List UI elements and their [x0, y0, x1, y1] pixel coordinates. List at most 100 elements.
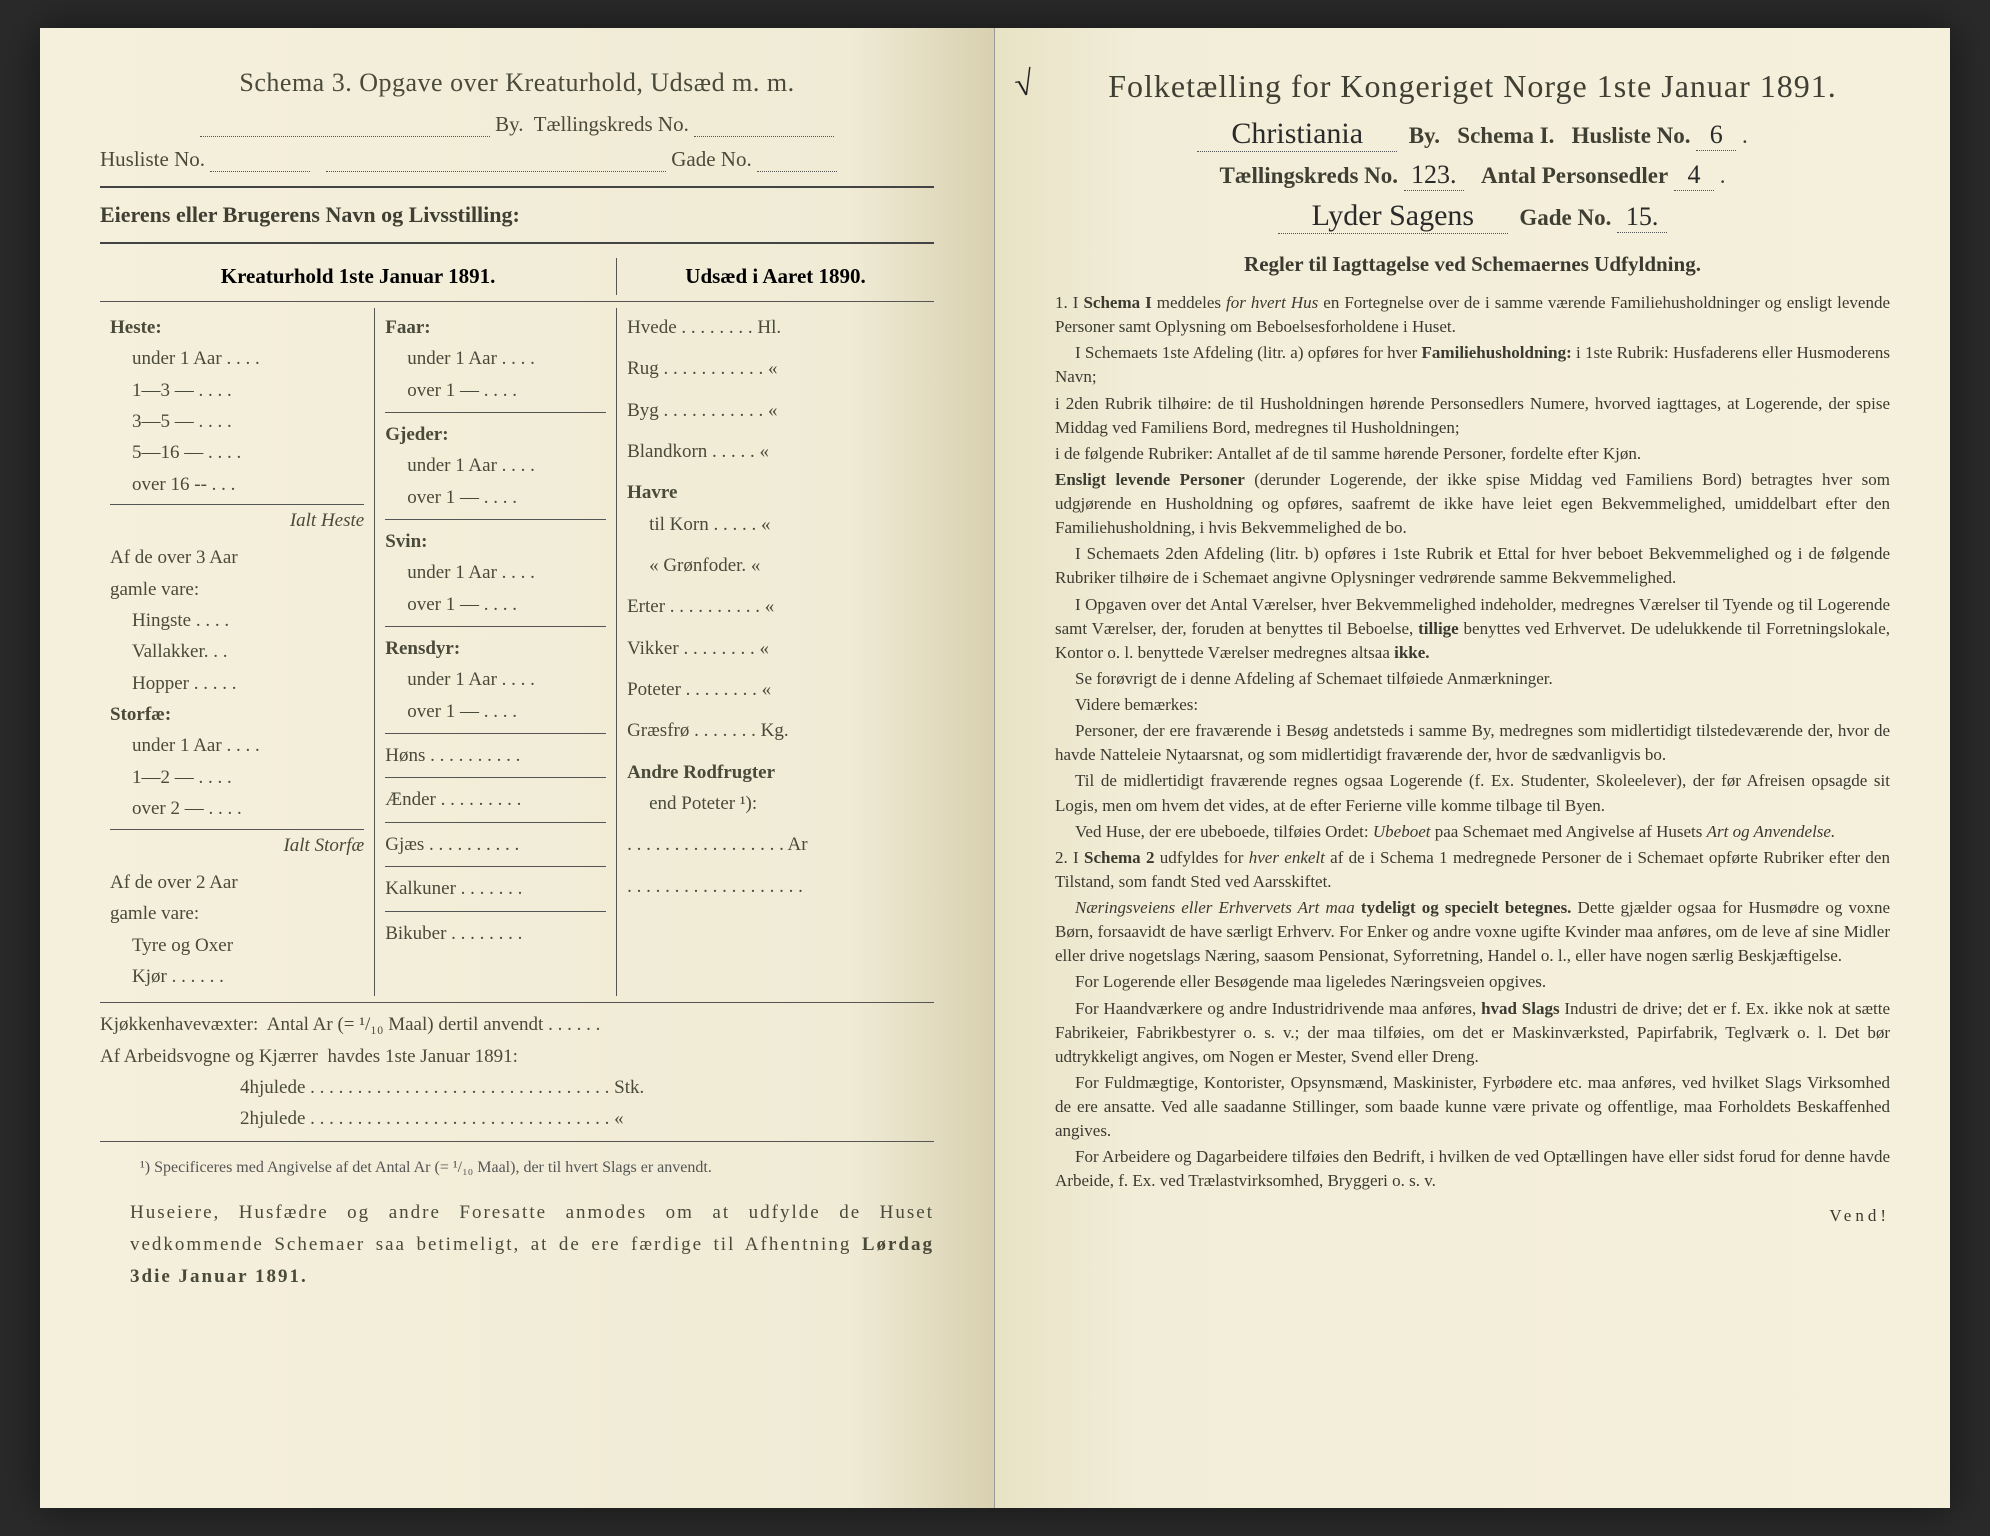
havre: Havre [627, 477, 924, 508]
census-title: Folketælling for Kongeriget Norge 1ste J… [1055, 68, 1890, 105]
city-handwritten: Christiania [1197, 117, 1397, 152]
erter: Erter . . . . . . . . . . « [627, 591, 924, 622]
af3-label: Af de over 3 Aar [110, 542, 364, 573]
checkmark-icon: √ [1012, 65, 1037, 106]
tk-label-r: Tællingskreds No. [1220, 163, 1399, 188]
arbeids-row: Af Arbeidsvogne og Kjærrer havdes 1ste J… [100, 1041, 934, 1072]
vallakker: Vallakker. . . [110, 636, 364, 667]
heste-item: 1—3 — . . . . [110, 375, 364, 406]
kjokken-row: Kjøkkenhavevæxter: Antal Ar (= ¹/₁₀ Maal… [100, 1009, 934, 1040]
storfe-item: under 1 Aar . . . . [110, 730, 364, 761]
schema3-title: Schema 3. Opgave over Kreaturhold, Udsæd… [100, 68, 934, 98]
col-seed: Hvede . . . . . . . . Hl. Rug . . . . . … [617, 308, 934, 996]
heste-head: Heste: [110, 312, 364, 343]
heste-item: under 1 Aar . . . . [110, 343, 364, 374]
byg: Byg . . . . . . . . . . . « [627, 395, 924, 426]
rule-p: For Arbeidere og Dagarbeidere tilføies d… [1055, 1145, 1890, 1193]
kreatur-head: Kreaturhold 1ste Januar 1891. [100, 258, 617, 295]
rug: Rug . . . . . . . . . . . « [627, 353, 924, 384]
rensdyr-u1: under 1 Aar . . . . [385, 664, 606, 695]
gjeder-head: Gjeder: [385, 419, 606, 450]
gade-label-r: Gade No. [1519, 205, 1611, 230]
gade-line: Lyder Sagens Gade No. 15. [1055, 199, 1890, 234]
husliste-val: 6 [1696, 120, 1736, 151]
left-page: Schema 3. Opgave over Kreaturhold, Udsæd… [40, 28, 995, 1508]
divider [100, 1141, 934, 1142]
faar-u1: under 1 Aar . . . . [385, 343, 606, 374]
tk-val: 123. [1404, 160, 1464, 191]
column-headers: Kreaturhold 1ste Januar 1891. Udsæd i Aa… [100, 258, 934, 295]
data-columns: Heste: under 1 Aar . . . . 1—3 — . . . .… [100, 308, 934, 996]
rule-p: For Logerende eller Besøgende maa ligele… [1055, 970, 1890, 994]
hvede: Hvede . . . . . . . . Hl. [627, 312, 924, 343]
rules-body: 1. I Schema I meddeles for hvert Hus en … [1055, 291, 1890, 1228]
storfe-head: Storfæ: [110, 699, 364, 730]
rule-p: Til de midlertidigt fraværende regnes og… [1055, 769, 1890, 817]
faar-head: Faar: [385, 312, 606, 343]
udsaed-head: Udsæd i Aaret 1890. [617, 258, 934, 295]
rule-p: i de følgende Rubriker: Antallet af de t… [1055, 442, 1890, 466]
af2-label: Af de over 2 Aar [110, 867, 364, 898]
kjor: Kjør . . . . . . [110, 961, 364, 992]
rule-p: I Schemaets 1ste Afdeling (litr. a) opfø… [1055, 341, 1890, 389]
divider [100, 186, 934, 188]
hons: Høns . . . . . . . . . . [385, 740, 606, 771]
city-line: Christiania By. Schema I. Husliste No. 6… [1055, 117, 1890, 152]
rule-p: Videre bemærkes: [1055, 693, 1890, 717]
vikker: Vikker . . . . . . . . « [627, 633, 924, 664]
bikuber: Bikuber . . . . . . . . [385, 918, 606, 949]
vend-label: Vend! [1055, 1204, 1890, 1228]
gade-val: 15. [1617, 202, 1667, 233]
rensdyr-head: Rensdyr: [385, 633, 606, 664]
gjeder-u1: under 1 Aar . . . . [385, 450, 606, 481]
schema-label: Schema I. [1457, 123, 1554, 148]
faar-o1: over 1 — . . . . [385, 375, 606, 406]
svin-head: Svin: [385, 526, 606, 557]
end-poteter: end Poteter ¹): [627, 788, 924, 819]
gamle-label: gamle vare: [110, 574, 364, 605]
gjaes: Gjæs . . . . . . . . . . [385, 829, 606, 860]
gronfoder: « Grønfoder. « [627, 550, 924, 581]
aender: Ænder . . . . . . . . . [385, 784, 606, 815]
antal-val: 4 [1674, 160, 1714, 191]
divider [100, 301, 934, 302]
rule-p: Personer, der ere fraværende i Besøg and… [1055, 719, 1890, 767]
tilkorn: til Korn . . . . . « [627, 509, 924, 540]
antal-label: Antal Personsedler [1481, 163, 1668, 188]
husliste-label: Husliste No. [100, 147, 205, 171]
tk-label: Tællingskreds No. [534, 112, 689, 136]
right-page: √ Folketælling for Kongeriget Norge 1ste… [995, 28, 1950, 1508]
by-label: By. [495, 112, 523, 136]
rule-p: For Haandværkere og andre Industridriven… [1055, 997, 1890, 1069]
arbeids-bold: Arbeidsvogne og Kjærrer [124, 1046, 318, 1067]
gamle-label2: gamle vare: [110, 898, 364, 929]
by-label-r: By. [1409, 123, 1440, 148]
divider [100, 242, 934, 244]
hopper: Hopper . . . . . [110, 668, 364, 699]
hjul4: 4hjulede . . . . . . . . . . . . . . . .… [100, 1072, 934, 1103]
poteter: Poteter . . . . . . . . « [627, 674, 924, 705]
owner-label: Eierens eller Brugerens Navn og Livsstil… [100, 202, 934, 228]
heste-item: 5—16 — . . . . [110, 437, 364, 468]
gade-handwritten: Lyder Sagens [1278, 199, 1508, 234]
hingste: Hingste . . . . [110, 605, 364, 636]
blank-dots: . . . . . . . . . . . . . . . . . . . [627, 871, 924, 902]
heste-item: over 16 -- . . . [110, 469, 364, 500]
rule-p: For Fuldmægtige, Kontorister, Opsynsmænd… [1055, 1071, 1890, 1143]
col-other-animals: Faar: under 1 Aar . . . . over 1 — . . .… [375, 308, 617, 996]
kjokken-rest: Antal Ar (= ¹/₁₀ Maal) dertil anvendt . … [267, 1014, 601, 1035]
svin-o1: over 1 — . . . . [385, 589, 606, 620]
rule-p: i 2den Rubrik tilhøire: de til Husholdni… [1055, 392, 1890, 440]
rule-p: I Schemaets 2den Afdeling (litr. b) opfø… [1055, 542, 1890, 590]
divider [100, 1002, 934, 1003]
blandkorn: Blandkorn . . . . . « [627, 436, 924, 467]
kalkuner: Kalkuner . . . . . . . [385, 873, 606, 904]
ar-dots: . . . . . . . . . . . . . . . . . Ar [627, 829, 924, 860]
arbeids-rest: havdes 1ste Januar 1891: [327, 1046, 517, 1067]
book-spread: Schema 3. Opgave over Kreaturhold, Udsæd… [40, 28, 1950, 1508]
graesfro: Græsfrø . . . . . . . Kg. [627, 715, 924, 746]
kjokken-label: Kjøkkenhavevæxter: [100, 1014, 258, 1035]
rules-heading: Regler til Iagttagelse ved Schemaernes U… [1055, 252, 1890, 277]
footnote: ¹) Specificeres med Angivelse af det Ant… [100, 1156, 934, 1179]
by-row: By. Tællingskreds No. [100, 112, 934, 137]
